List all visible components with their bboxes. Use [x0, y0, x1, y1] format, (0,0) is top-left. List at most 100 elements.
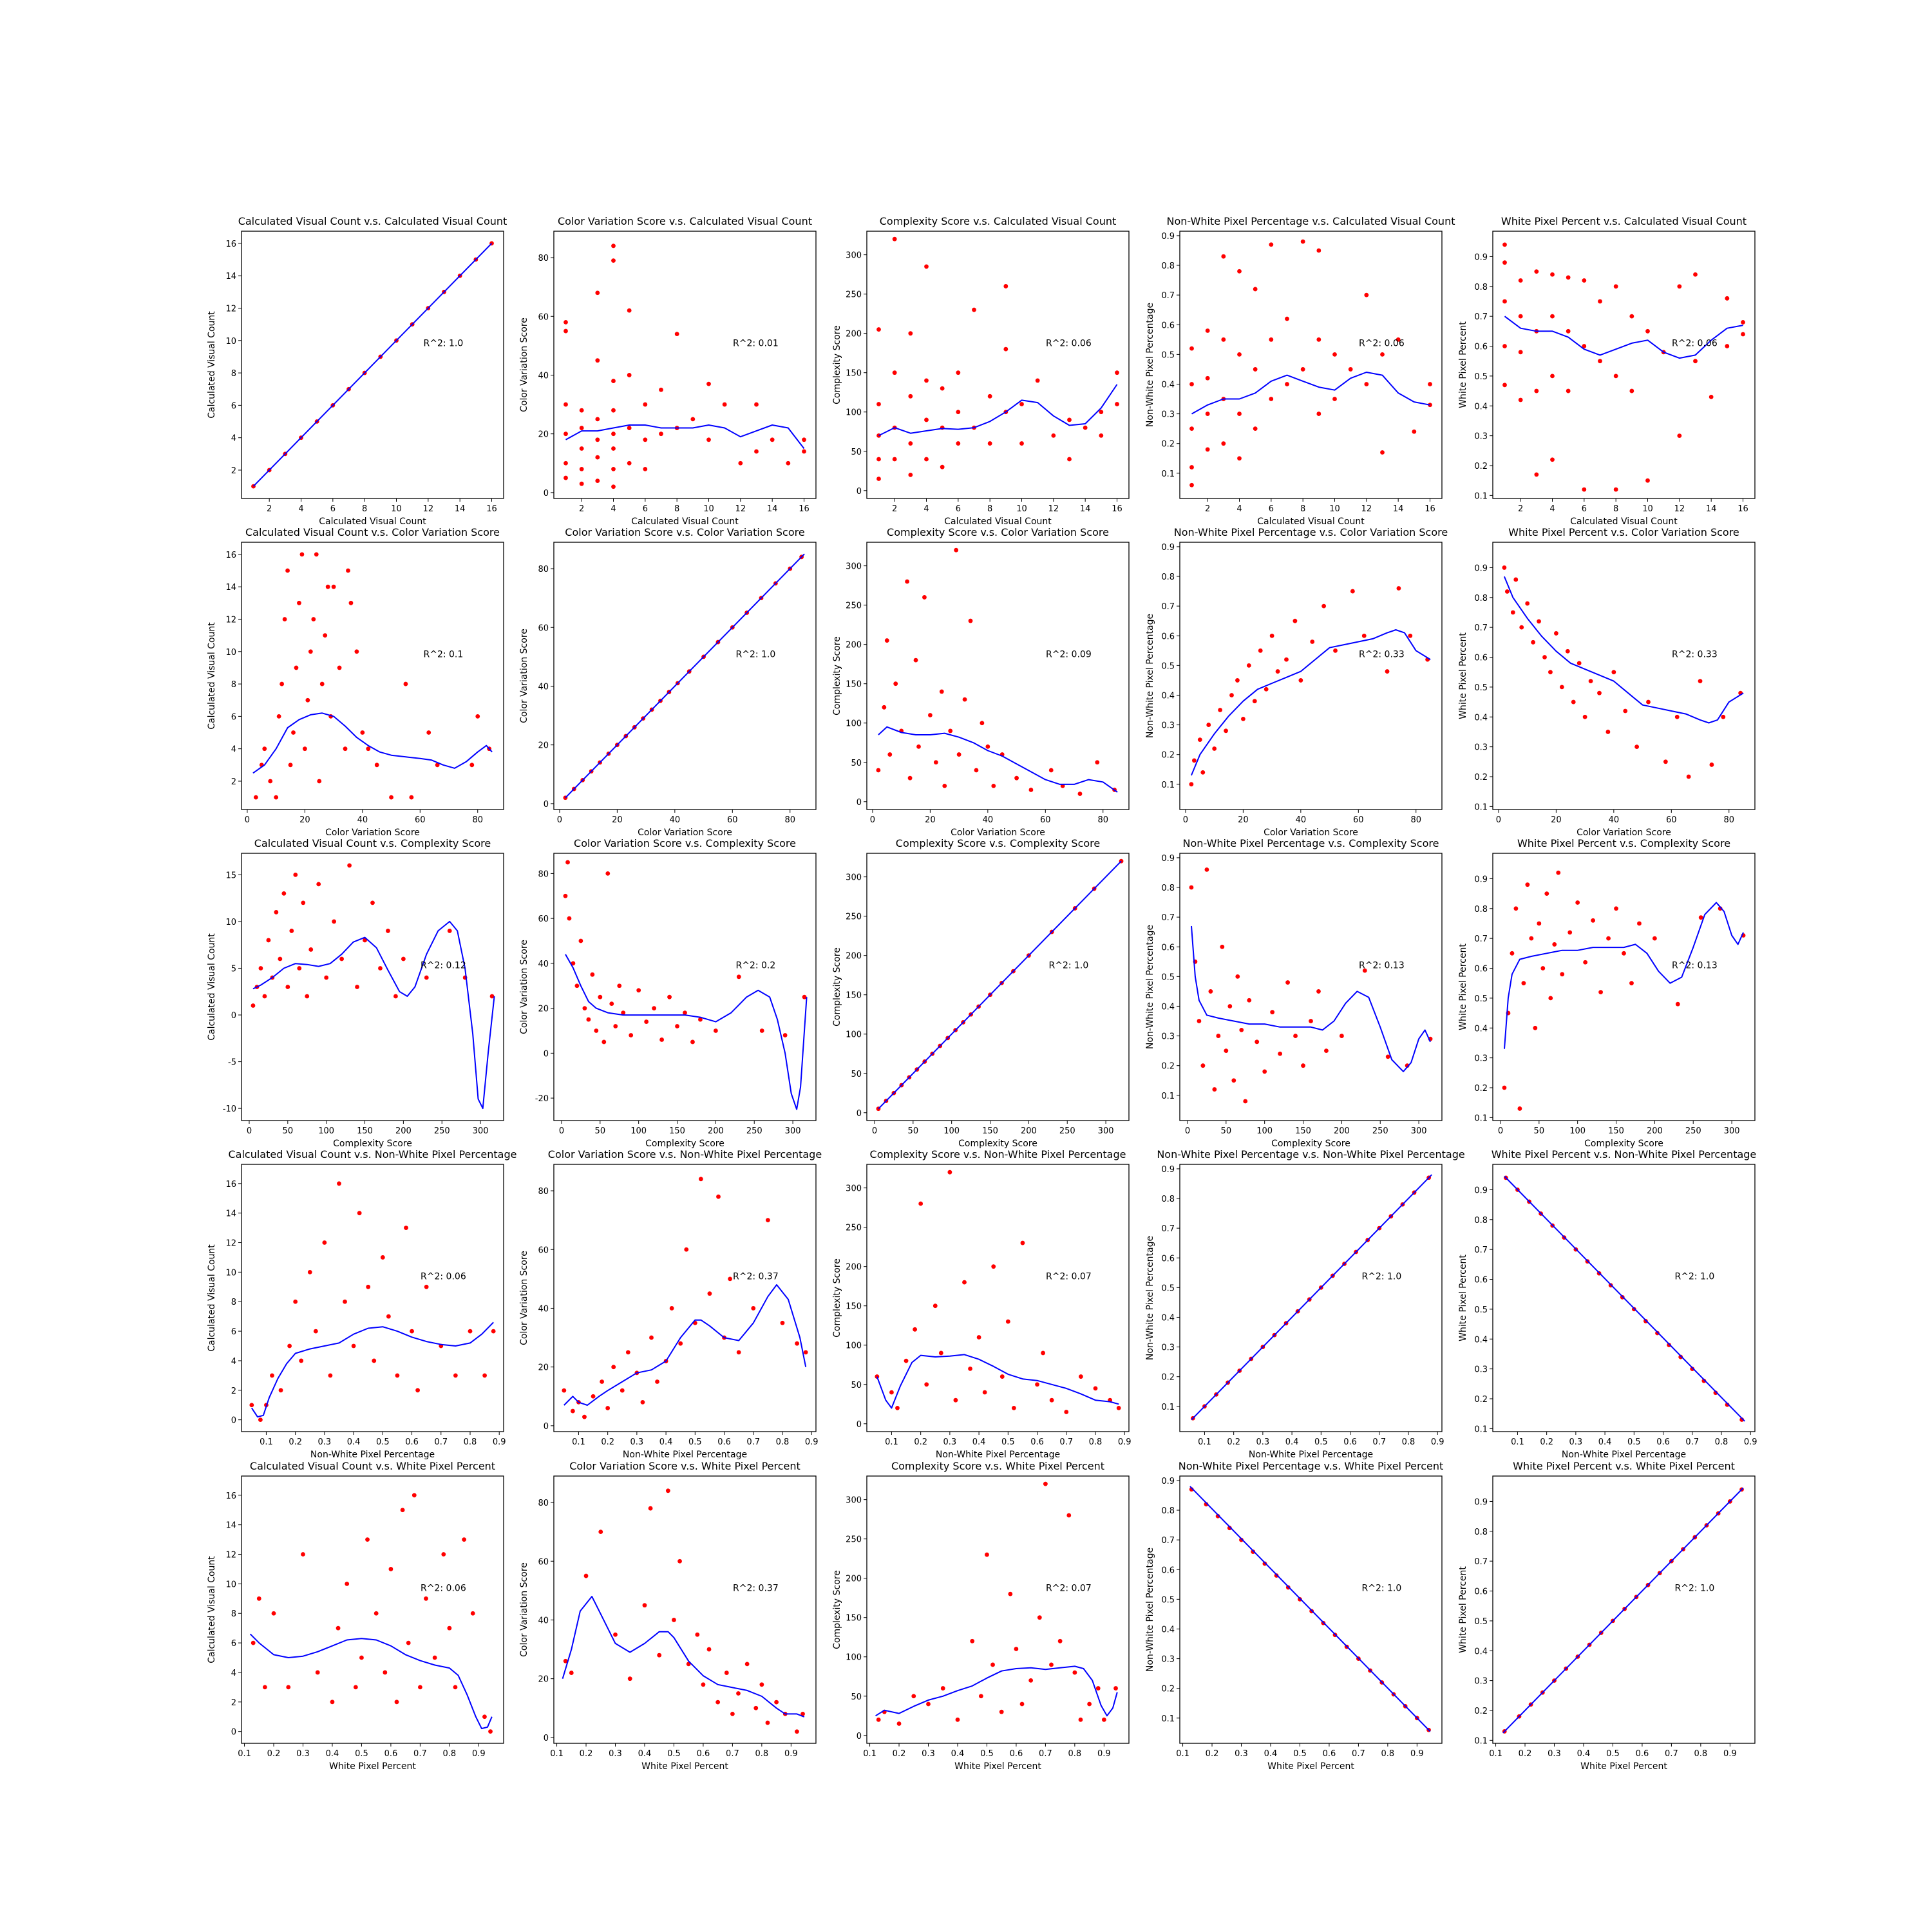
y-tick-label: 0.3	[1474, 1365, 1488, 1375]
x-axis-label: Color Variation Score	[1577, 828, 1671, 838]
r-squared-label: R^2: 1.0	[1048, 960, 1088, 971]
y-tick-label: 0.3	[1161, 1032, 1175, 1042]
x-tick-label: 0.4	[1577, 1749, 1591, 1759]
y-tick-label: 0.5	[1161, 350, 1175, 360]
data-point	[282, 617, 287, 621]
data-point	[643, 466, 648, 471]
chart-title: Color Variation Score v.s. Color Variati…	[565, 526, 804, 538]
y-tick-label: 12	[225, 304, 236, 314]
data-point	[1667, 1343, 1671, 1347]
data-point	[985, 1552, 989, 1557]
x-tick-label: 0.7	[1372, 1437, 1386, 1447]
data-point	[1502, 383, 1507, 388]
chart-title: Non-White Pixel Percentage v.s. Color Va…	[1174, 526, 1448, 538]
data-point	[1678, 1354, 1683, 1359]
data-point	[1224, 1048, 1229, 1054]
x-tick-label: 0.2	[289, 1437, 302, 1447]
y-tick-label: 0.2	[1161, 751, 1175, 761]
x-tick-label: 0	[1185, 1126, 1190, 1136]
x-tick-label: 0.3	[609, 1749, 622, 1759]
data-point	[591, 1394, 596, 1399]
y-tick-label: 0	[857, 798, 862, 808]
data-point	[736, 1350, 741, 1355]
data-point	[1115, 402, 1119, 406]
chart-title: Calculated Visual Count v.s. White Pixel…	[250, 1460, 495, 1472]
y-tick-label: 0	[231, 1728, 236, 1738]
data-point	[424, 975, 429, 980]
y-tick-label: 0	[544, 800, 549, 810]
data-point	[1095, 760, 1100, 765]
x-tick-label: 60	[1666, 815, 1677, 825]
x-axis-label: White Pixel Percent	[1580, 1761, 1667, 1772]
x-tick-label: 0.7	[1665, 1749, 1678, 1759]
data-point	[256, 1596, 261, 1601]
data-point	[1293, 618, 1298, 623]
x-tick-label: 150	[357, 1126, 373, 1136]
data-point	[1220, 944, 1225, 949]
data-point	[319, 681, 325, 687]
data-point	[1262, 1561, 1267, 1566]
y-tick-label: 200	[846, 1575, 862, 1584]
x-axis-label: White Pixel Percent	[954, 1761, 1041, 1772]
x-tick-label: 0.5	[376, 1437, 390, 1447]
data-point	[360, 730, 365, 735]
data-point	[1041, 1350, 1045, 1356]
x-tick-label: 250	[746, 1126, 762, 1136]
data-point	[627, 426, 632, 430]
y-tick-label: 4	[231, 1669, 236, 1678]
data-point	[432, 1655, 437, 1660]
data-point	[678, 1341, 683, 1346]
data-point	[1101, 1717, 1106, 1722]
y-tick-label: 0.4	[1161, 1625, 1175, 1634]
fit-line	[251, 1321, 494, 1418]
x-tick-label: 300	[1724, 1126, 1740, 1136]
fit-line	[565, 424, 805, 450]
y-tick-label: 0.3	[1474, 1677, 1488, 1687]
data-point	[353, 1685, 358, 1690]
x-tick-label: 0.7	[746, 1437, 760, 1447]
x-axis-label: White Pixel Percent	[329, 1761, 416, 1772]
y-tick-label: 100	[846, 1341, 862, 1351]
data-point	[1550, 272, 1555, 277]
data-point	[579, 408, 584, 413]
y-tick-label: 0	[857, 1109, 862, 1119]
data-point	[1083, 425, 1088, 430]
x-tick-label: 0.6	[1010, 1749, 1023, 1759]
chart-title: Non-White Pixel Percentage v.s. White Pi…	[1179, 1460, 1444, 1472]
y-tick-label: 80	[538, 1187, 549, 1197]
data-point	[317, 779, 322, 784]
data-point	[1200, 1063, 1206, 1068]
data-point	[1240, 716, 1245, 721]
data-point	[1645, 478, 1650, 483]
data-point	[913, 1327, 918, 1332]
y-axis-label: Complexity Score	[832, 947, 842, 1027]
data-point	[1285, 382, 1289, 386]
data-point	[1550, 374, 1555, 379]
plot-frame	[1492, 1164, 1756, 1432]
data-point	[884, 638, 889, 643]
y-tick-label: 150	[846, 991, 862, 1001]
data-point	[403, 681, 408, 687]
data-point	[1385, 1054, 1390, 1059]
data-point	[802, 449, 806, 454]
y-tick-label: 6	[231, 1327, 236, 1337]
y-tick-label: 12	[225, 615, 236, 625]
y-tick-label: 100	[846, 719, 862, 729]
data-point	[617, 983, 622, 989]
x-tick-label: 40	[1609, 815, 1620, 825]
data-point	[415, 1388, 420, 1393]
x-tick-label: 100	[1256, 1126, 1273, 1136]
data-point	[1189, 482, 1194, 488]
x-tick-label: 150	[669, 1126, 685, 1136]
chart-title: Complexity Score v.s. Color Variation Sc…	[887, 526, 1109, 538]
data-point	[339, 956, 345, 961]
data-point	[924, 417, 929, 422]
data-point	[1099, 410, 1104, 415]
y-tick-label: 0.6	[1161, 943, 1175, 952]
y-tick-label: 0.6	[1474, 1587, 1488, 1597]
y-tick-label: 0.7	[1474, 934, 1488, 944]
data-point	[1087, 1701, 1092, 1707]
data-point	[299, 552, 305, 557]
y-tick-label: 0.2	[1474, 462, 1488, 471]
y-tick-label: 0.1	[1161, 1403, 1175, 1412]
